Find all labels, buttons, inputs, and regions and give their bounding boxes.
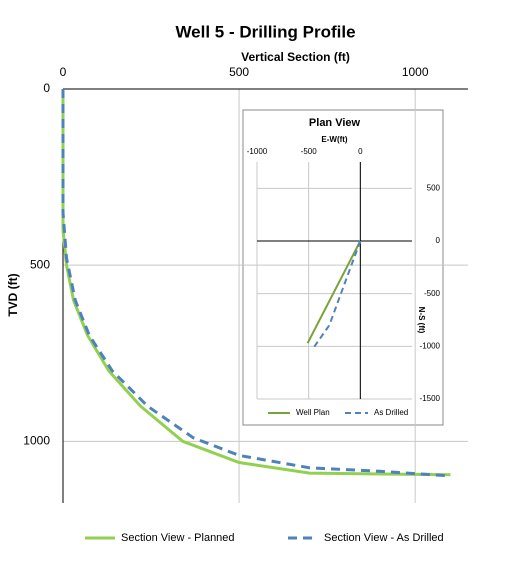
y-axis-label: TVD (ft) <box>6 273 20 316</box>
y-tick-label: -1500 <box>420 394 441 403</box>
y-tick-label: 1000 <box>23 434 50 448</box>
chart-title: Plan View <box>309 117 361 129</box>
x-tick-label: 0 <box>60 65 67 79</box>
x-axis-label: E-W(ft) <box>321 135 348 144</box>
x-axis-label: Vertical Section (ft) <box>241 50 350 64</box>
y-tick-label: 0 <box>43 81 50 95</box>
x-tick-label: -1000 <box>247 147 268 156</box>
series-line <box>61 89 451 477</box>
y-tick-label: -500 <box>424 289 441 298</box>
x-tick-label: -500 <box>301 147 318 156</box>
series-line <box>61 89 451 478</box>
x-tick-label: 1000 <box>402 65 429 79</box>
x-tick-label: 500 <box>229 65 249 79</box>
legend-label: Section View - As Drilled <box>324 532 444 544</box>
y-tick-label: 0 <box>436 236 441 245</box>
y-tick-label: 500 <box>427 183 441 192</box>
series-line <box>306 240 362 344</box>
y-axis-label: N-S (ft) <box>417 307 426 334</box>
y-tick-label: -1000 <box>420 341 441 350</box>
inset-frame <box>242 109 444 426</box>
chart-title: Well 5 - Drilling Profile <box>175 22 355 41</box>
x-tick-label: 0 <box>358 147 363 156</box>
legend-label: Well Plan <box>296 408 330 417</box>
y-tick-label: 500 <box>30 257 50 271</box>
series-line <box>312 240 362 348</box>
legend-label: Section View - Planned <box>121 532 235 544</box>
legend-label: As Drilled <box>374 408 408 417</box>
